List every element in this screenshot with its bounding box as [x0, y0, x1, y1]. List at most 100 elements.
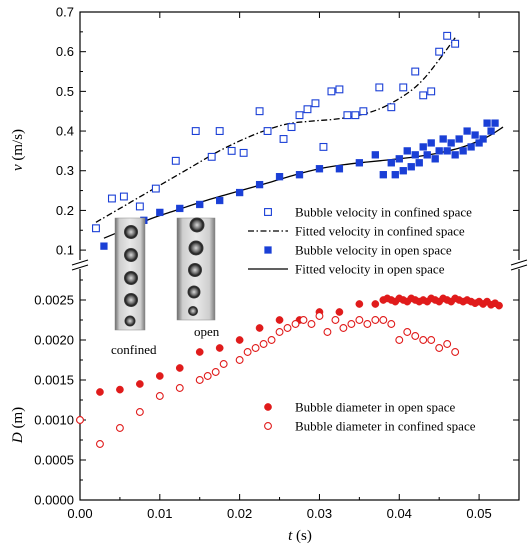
bubble-velocity-in-open-space-point	[395, 155, 403, 163]
velocity-y-tick-label: 0.7	[56, 5, 74, 20]
bubble-velocity-in-confined-space-point	[227, 146, 236, 155]
bubble-velocity-in-confined-space-point	[451, 39, 460, 48]
bubble-diameter-in-confined-space-point	[243, 348, 252, 356]
bubble-diameter-in-confined-space-point	[203, 372, 212, 380]
bubble-diameter-in-open-space-point	[136, 380, 144, 388]
bubble-velocity-in-open-space-point	[463, 127, 471, 135]
bubble-diameter-in-confined-space-point	[299, 316, 308, 324]
bubble-diameter-in-confined-space-point	[195, 376, 204, 384]
bubble-velocity-in-open-space-point	[295, 171, 304, 179]
bubble-diameter-in-confined-space-point	[339, 324, 348, 332]
bubble-diameter-in-open-space-point	[355, 300, 364, 308]
bubble-diameter-in-confined-space-point	[371, 316, 380, 324]
bubble-velocity-in-confined-space-point	[443, 31, 452, 40]
bubble-diameter-in-confined-space-point	[259, 340, 268, 348]
velocity-y-tick-label: 0.4	[56, 124, 74, 139]
bubble-velocity-in-confined-space-point	[207, 152, 216, 161]
bubble-velocity-in-open-space-point	[435, 147, 443, 155]
velocity-y-tick-label: 0.2	[56, 203, 74, 218]
bubble-velocity-in-open-space-point	[443, 147, 451, 155]
bubble-velocity-in-open-space-point	[483, 119, 491, 127]
bubble-velocity-in-open-space-point	[407, 163, 415, 171]
bubble-velocity-in-confined-space-point	[287, 123, 296, 132]
bubble-velocity-in-confined-space-point	[351, 111, 360, 120]
bubble-velocity-in-confined-space-point	[151, 184, 160, 193]
legend-label-bubble-velocity-in-open-space: Bubble velocity in open space	[295, 243, 452, 258]
bubble-velocity-in-open-space-point	[475, 139, 483, 147]
x-tick-label: 0.01	[147, 506, 172, 521]
bubble-velocity-in-open-space-point	[471, 131, 479, 139]
diameter-y-tick-label: 0.0010	[34, 413, 74, 428]
bubble-velocity-in-open-space-point	[431, 155, 439, 163]
bubble-velocity-in-confined-space-point	[295, 111, 304, 120]
legend-label-bubble-velocity-in-confined-space: Bubble velocity in confined space	[295, 205, 472, 220]
bubble-diameter-in-open-space-point	[335, 308, 344, 316]
bubble-diameter-in-open-space-point	[235, 336, 244, 344]
bubble-velocity-in-confined-space-point	[255, 107, 264, 116]
axis-break-right	[510, 259, 528, 271]
bubble-diameter-in-confined-space-point	[315, 312, 324, 320]
legend-item-bubble-velocity-in-confined-space: Bubble velocity in confined space	[264, 205, 472, 220]
bubble-diameter-in-confined-space-point	[307, 320, 316, 328]
diameter-y-axis-ticks: 0.0000 0.0005 0.0010 0.0015 0.0020 0.0025	[34, 279, 519, 508]
bubble-velocity-in-confined-space-point	[319, 142, 328, 151]
bubble-diameter-in-open-space-point	[116, 385, 124, 394]
plot-frame	[79, 11, 520, 501]
velocity-y-tick-label: 0.5	[56, 84, 74, 99]
bubble-diameter-in-open-space-point	[195, 348, 204, 356]
legend-swatch-bubble-diameter-in-open-space	[264, 403, 272, 411]
bubble-velocity-in-open-space-point	[427, 139, 435, 147]
velocity-y-tick-label: 0.3	[56, 163, 74, 178]
bubble-diameter-in-confined-space-point	[443, 340, 452, 348]
bubble-velocity-in-confined-space-point	[375, 83, 384, 92]
bubble-diameter-in-confined-space-point	[115, 424, 124, 432]
bubble-diameter-in-confined-space-point	[235, 356, 244, 364]
bubble-velocity-in-confined-space-point	[263, 127, 272, 135]
velocity-y-tick-label: 0.1	[56, 243, 74, 258]
bubble-velocity-in-open-space-point	[100, 242, 108, 250]
bubble-diameter-in-confined-space-point	[379, 316, 388, 324]
bubble-diameter-in-confined-space-point	[251, 344, 260, 352]
bubble-velocity-in-confined-space-point	[435, 47, 444, 56]
bubble-velocity-in-open-space-point	[419, 143, 427, 151]
bubble-diameter-in-open-space-point	[371, 300, 380, 308]
fitted-velocity-in-confined-space-line	[95, 37, 456, 223]
legend-label-fitted-velocity-in-confined-space: Fitted velocity in confined space	[295, 224, 465, 239]
bubble-velocity-in-confined-space-point	[135, 202, 144, 211]
bubble-velocity-in-open-space-point	[447, 139, 455, 147]
bubble-velocity-in-confined-space-point	[92, 224, 100, 233]
bubble-diameter-in-confined-space-point	[175, 384, 184, 392]
bubble-velocity-in-open-space-point	[403, 147, 411, 155]
bubble-velocity-in-open-space-point	[415, 159, 423, 167]
bubble-velocity-in-open-space-point	[487, 127, 495, 135]
bubble-diameter-in-confined-space-series	[76, 312, 460, 448]
bubble-velocity-in-confined-space-point	[303, 105, 312, 114]
bubble-velocity-in-confined-space-point	[107, 194, 116, 203]
bubble-velocity-in-open-space-point	[479, 135, 487, 143]
bubble-diameter-in-confined-space-point	[135, 408, 144, 416]
bubble-diameter-in-confined-space-point	[363, 320, 372, 328]
bubble-velocity-in-confined-space-point	[419, 91, 428, 100]
bubble-diameter-in-confined-space-point	[347, 320, 356, 328]
bubble-velocity-in-open-space-point	[467, 143, 475, 151]
bubble-diameter-in-confined-space-point	[275, 328, 284, 336]
inset-label-confined: confined	[111, 342, 157, 357]
legend-swatch-bubble-diameter-in-confined-space	[264, 422, 272, 430]
legend-label-bubble-diameter-in-confined-space: Bubble diameter in confined space	[295, 419, 476, 434]
bubble-velocity-in-open-space-point	[379, 171, 387, 179]
bubble-velocity-in-confined-space-point	[359, 107, 368, 116]
legend-label-bubble-diameter-in-open-space: Bubble diameter in open space	[295, 400, 456, 415]
bubble-diameter-in-confined-space-point	[155, 392, 164, 400]
bubble-diameter-in-open-space-point	[155, 372, 164, 380]
bubble-velocity-in-confined-space-point	[215, 127, 224, 135]
bubble-velocity-in-confined-space-point	[411, 67, 420, 76]
diameter-y-tick-label: 0.0025	[34, 293, 74, 308]
bubble-velocity-in-open-space-point	[315, 165, 324, 173]
bubble-velocity-in-open-space-point	[459, 147, 467, 155]
bubble-velocity-in-confined-space-series	[92, 31, 460, 233]
bubble-diameter-in-confined-space-point	[387, 320, 396, 328]
bubble-diameter-in-confined-space-point	[267, 336, 276, 344]
bubble-diameter-in-open-space-point	[495, 301, 503, 310]
legend-swatch-bubble-velocity-in-confined-space	[264, 208, 272, 216]
